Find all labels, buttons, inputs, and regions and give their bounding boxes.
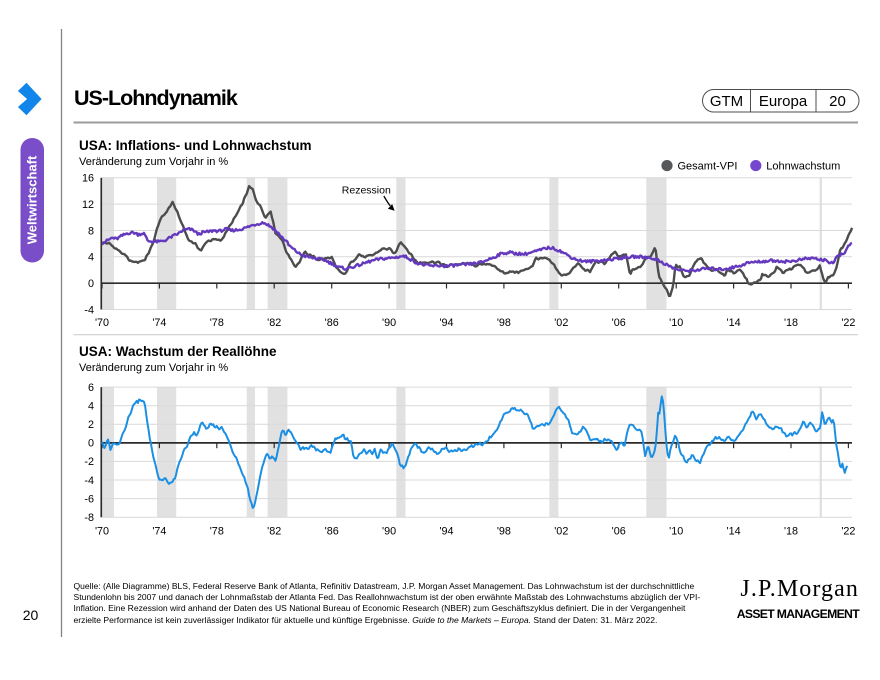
svg-text:'70: '70 [95,526,109,538]
svg-text:-4: -4 [84,475,94,487]
svg-text:0: 0 [88,438,94,450]
svg-text:-4: -4 [84,304,94,316]
svg-text:Weltwirtschaft: Weltwirtschaft [25,155,40,244]
svg-text:'78: '78 [210,317,224,329]
svg-text:'90: '90 [382,526,396,538]
svg-text:'14: '14 [727,526,741,538]
svg-text:20: 20 [829,93,846,110]
svg-text:'10: '10 [669,317,683,329]
svg-text:'98: '98 [497,526,511,538]
svg-text:'74: '74 [152,526,166,538]
svg-text:6: 6 [88,382,94,394]
svg-text:-2: -2 [84,456,94,468]
svg-text:'98: '98 [497,317,511,329]
svg-text:'18: '18 [784,317,798,329]
svg-text:'22: '22 [841,317,855,329]
svg-text:8: 8 [88,225,94,237]
svg-text:4: 4 [88,252,94,264]
svg-text:'86: '86 [325,526,339,538]
svg-text:'06: '06 [612,317,626,329]
svg-text:'90: '90 [382,317,396,329]
svg-text:'82: '82 [267,526,281,538]
svg-text:Rezession: Rezession [342,185,391,197]
svg-text:'78: '78 [210,526,224,538]
svg-text:GTM: GTM [710,93,743,110]
svg-text:12: 12 [82,199,94,211]
svg-text:'74: '74 [152,317,166,329]
svg-text:'02: '02 [554,317,568,329]
svg-text:'94: '94 [439,317,453,329]
svg-text:'10: '10 [669,526,683,538]
svg-text:'14: '14 [727,317,741,329]
svg-text:'94: '94 [439,526,453,538]
svg-text:'86: '86 [325,317,339,329]
svg-text:-8: -8 [84,512,94,524]
svg-text:0: 0 [88,278,94,290]
svg-text:'02: '02 [554,526,568,538]
svg-text:2: 2 [88,419,94,431]
svg-text:-6: -6 [84,493,94,505]
svg-text:4: 4 [88,401,94,413]
svg-text:'06: '06 [612,526,626,538]
svg-text:Gesamt-VPI: Gesamt-VPI [678,161,738,173]
svg-text:'82: '82 [267,317,281,329]
svg-text:'18: '18 [784,526,798,538]
svg-text:16: 16 [82,173,94,185]
svg-text:'22: '22 [841,526,855,538]
svg-text:'70: '70 [95,317,109,329]
svg-text:Europa: Europa [759,93,808,110]
svg-text:Lohnwachstum: Lohnwachstum [766,161,840,173]
